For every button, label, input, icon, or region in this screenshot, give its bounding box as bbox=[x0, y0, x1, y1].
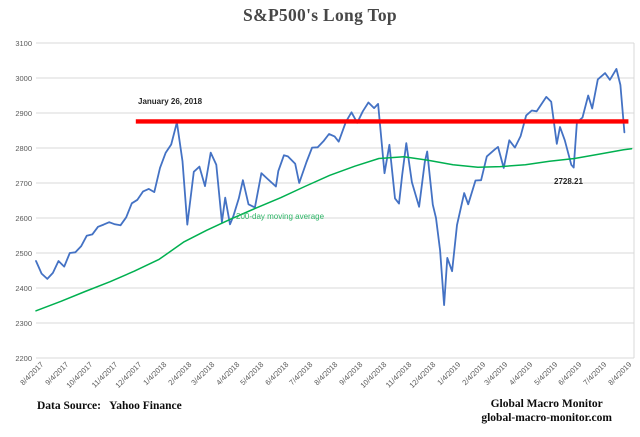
y-axis-tick-label: 2400 bbox=[15, 283, 32, 293]
brand-note: Global Macro Monitor global-macro-monito… bbox=[481, 397, 612, 425]
brand-url: global-macro-monitor.com bbox=[481, 412, 612, 424]
y-axis-tick-label: 2700 bbox=[15, 178, 32, 188]
y-axis-tick-label: 3000 bbox=[15, 73, 32, 83]
ma200-line bbox=[35, 147, 633, 312]
price-level-annotation: 2728.21 bbox=[554, 177, 583, 186]
y-axis-tick-label: 2200 bbox=[15, 353, 32, 363]
y-axis-tick-label: 2900 bbox=[15, 108, 32, 118]
y-axis-tick-label: 2500 bbox=[15, 248, 32, 258]
data-source-note: Data Source: Yahoo Finance bbox=[37, 400, 182, 412]
y-axis-tick-label: 3100 bbox=[15, 38, 32, 48]
moving-average-annotation: 200-day moving average bbox=[236, 212, 325, 221]
red-line-annotation: January 26, 2018 bbox=[138, 97, 203, 106]
chart-title: S&P500's Long Top bbox=[243, 5, 397, 25]
y-axis-tick-label: 2800 bbox=[15, 143, 32, 153]
y-axis-tick-label: 2300 bbox=[15, 318, 32, 328]
sp500-price-line bbox=[35, 68, 626, 307]
y-axis-tick-label: 2600 bbox=[15, 213, 32, 223]
brand-name: Global Macro Monitor bbox=[490, 398, 603, 410]
